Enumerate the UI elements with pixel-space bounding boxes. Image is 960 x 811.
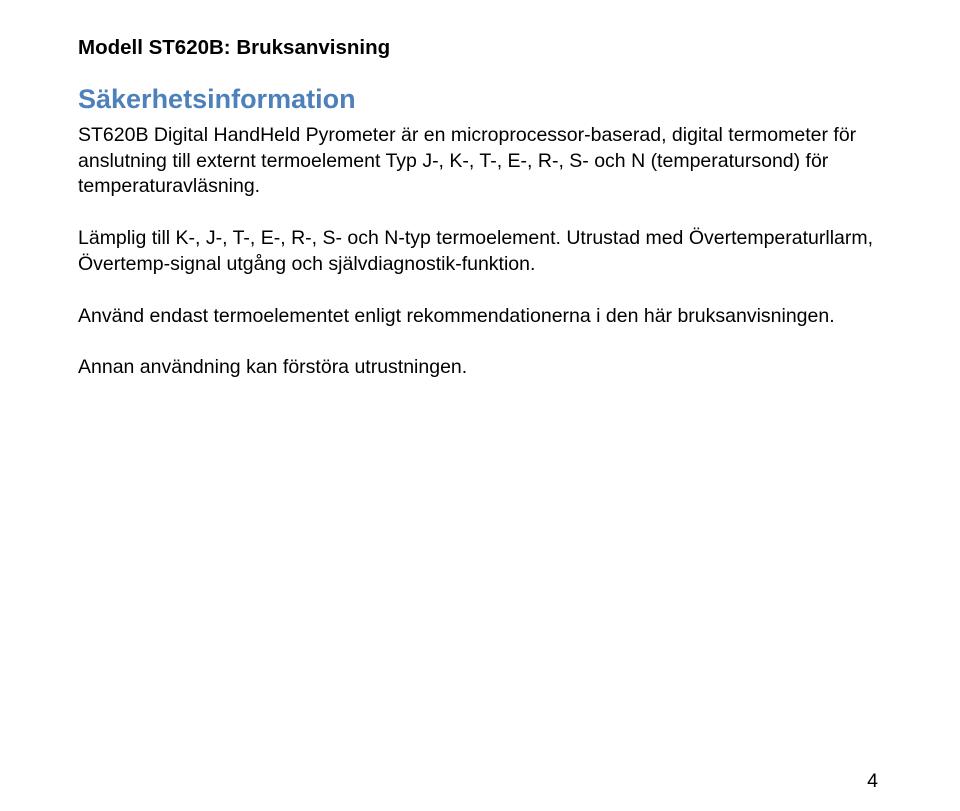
document-page: Modell ST620B: Bruksanvisning Säkerhetsi… bbox=[0, 0, 960, 811]
page-title: Modell ST620B: Bruksanvisning bbox=[78, 36, 880, 60]
paragraph-1: ST620B Digital HandHeld Pyrometer är en … bbox=[78, 123, 880, 200]
page-number: 4 bbox=[867, 770, 878, 793]
paragraph-3: Använd endast termoelementet enligt reko… bbox=[78, 304, 880, 330]
paragraph-4: Annan användning kan förstöra utrustning… bbox=[78, 355, 880, 381]
paragraph-2: Lämplig till K-, J-, T-, E-, R-, S- och … bbox=[78, 226, 880, 277]
section-heading: Säkerhetsinformation bbox=[78, 84, 880, 115]
